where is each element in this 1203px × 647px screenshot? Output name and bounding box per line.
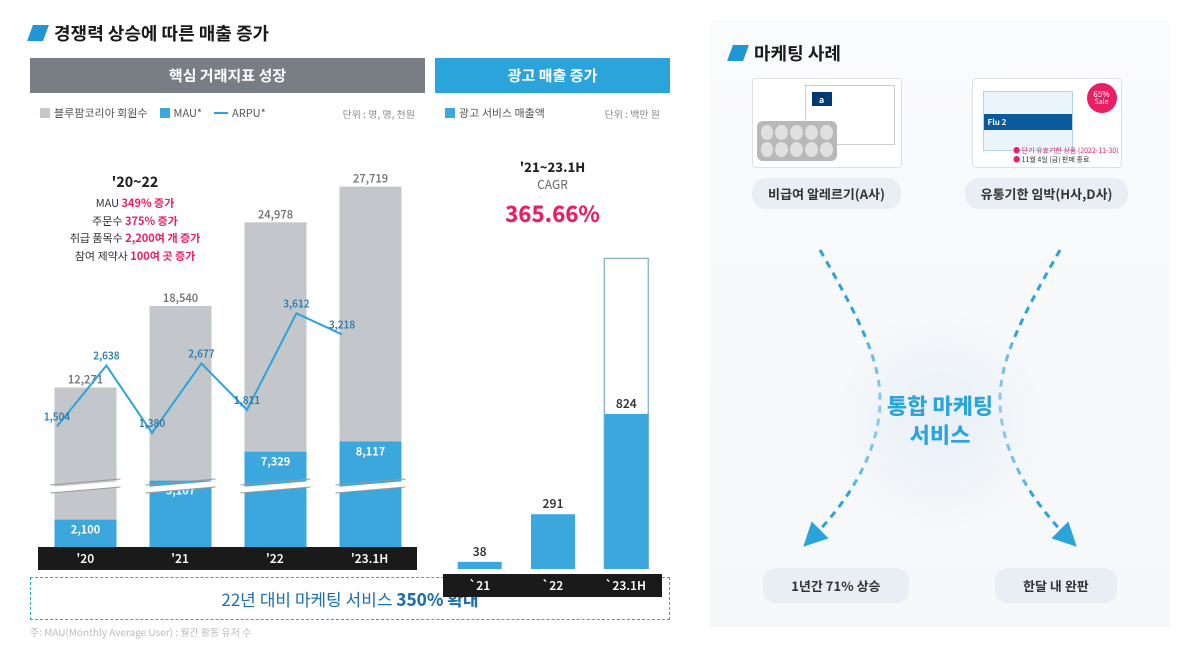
chart2-svg: 38 291 824 [443, 239, 663, 569]
svg-text:2,638: 2,638 [93, 348, 120, 363]
chart1-legend: 블루팜코리아 회원수 MAU* ARPU* 단위 : 명, 명, 천원 [38, 101, 417, 127]
chart1-callout: '20~22 MAU 349% 증가 주문수 375% 증가 취급 품목수 2,… [50, 153, 220, 283]
chart2-legend: 광고 서비스 매출액 단위 : 백만 원 [443, 101, 662, 127]
svg-text:2,677: 2,677 [188, 345, 215, 360]
left-section-title: 경쟁력 상승에 따른 매출 증가 [30, 20, 670, 46]
left-title-text: 경쟁력 상승에 따른 매출 증가 [54, 20, 269, 46]
title-marker-icon [727, 45, 749, 61]
chart2-card: 광고 매출 증가 광고 서비스 매출액 단위 : 백만 원 '21~23.1H … [435, 58, 670, 573]
xaxis-label: '20 [38, 547, 133, 570]
chart2-callout: '21~23.1H CAGR 365.66% [443, 157, 662, 229]
svg-text:24,978: 24,978 [258, 206, 293, 222]
flu-brand-icon: Flu 2 [984, 114, 1072, 130]
svg-text:3,612: 3,612 [283, 295, 310, 310]
footnote: 주: MAU(Monthly Average User) : 월간 활동 유저 … [30, 624, 670, 639]
svg-text:1,380: 1,380 [139, 415, 166, 430]
svg-text:291: 291 [543, 495, 564, 512]
right-title-text: 마케팅 사례 [754, 40, 841, 66]
xaxis-label: '21 [133, 547, 228, 570]
right-section-title: 마케팅 사례 [730, 40, 1150, 66]
xaxis-label: '23.1H [322, 547, 417, 570]
product-b: Flu 2 65% Sale ● 단기 유효기한 상품 (2022-11-30)… [965, 78, 1129, 209]
chart1-body: 블루팜코리아 회원수 MAU* ARPU* 단위 : 명, 명, 천원 [30, 93, 425, 573]
product-a-label: 비급여 알레르기(A사) [752, 178, 901, 209]
products-row: a 비급여 알레르기(A사) Flu 2 65% Sale ● 단기 유효기한 … [730, 78, 1150, 209]
legend-series-a: 블루팜코리아 회원수 [40, 105, 148, 121]
legend-line-icon [214, 112, 228, 114]
svg-text:3,218: 3,218 [329, 316, 356, 331]
blister-pack-icon [757, 121, 837, 161]
product-a: a 비급여 알레르기(A사) [752, 78, 902, 209]
charts-row: 핵심 거래지표 성장 블루팜코리아 회원수 MAU* [30, 58, 670, 573]
legend-series: 광고 서비스 매출액 [445, 105, 545, 121]
svg-text:1,504: 1,504 [44, 408, 71, 423]
chart2-unit: 단위 : 백만 원 [605, 106, 661, 121]
xaxis-label: '22 [228, 547, 323, 570]
center-service-circle: 통합 마케팅 서비스 [830, 310, 1050, 530]
chart2-body: 광고 서비스 매출액 단위 : 백만 원 '21~23.1H CAGR 365.… [435, 93, 670, 573]
right-panel: 마케팅 사례 a 비급여 알레르기(A사) Flu 2 65% Sale [710, 20, 1170, 627]
legend-series-c: ARPU* [214, 105, 266, 121]
product-a-image: a [752, 78, 902, 168]
chart1-card: 핵심 거래지표 성장 블루팜코리아 회원수 MAU* [30, 58, 425, 573]
result-a: 1년간 71% 상승 [763, 568, 908, 603]
left-panel: 경쟁력 상승에 따른 매출 증가 핵심 거래지표 성장 블루팜코리아 회원수 M… [30, 20, 670, 627]
title-marker-icon [27, 25, 49, 41]
xaxis-label: `23.1H [589, 574, 662, 597]
result-b: 한달 내 완판 [995, 568, 1117, 603]
svg-text:7,329: 7,329 [261, 454, 291, 470]
svg-text:824: 824 [616, 395, 637, 412]
legend-swatch-icon [160, 108, 170, 118]
abbott-logo-icon: a [812, 92, 832, 106]
product-b-image: Flu 2 65% Sale ● 단기 유효기한 상품 (2022-11-30)… [972, 78, 1122, 168]
xaxis-label: `21 [443, 574, 516, 597]
results-row: 1년간 71% 상승 한달 내 완판 [730, 568, 1150, 603]
chart2-xaxis: `21`22`23.1H [443, 574, 662, 597]
svg-text:12,271: 12,271 [68, 371, 103, 387]
legend-swatch-icon [40, 108, 50, 118]
svg-text:8,117: 8,117 [356, 443, 386, 459]
xaxis-label: `22 [516, 574, 589, 597]
chart2-title: 광고 매출 증가 [435, 58, 670, 93]
svg-text:38: 38 [473, 543, 487, 560]
chart1-unit: 단위 : 명, 명, 천원 [343, 106, 416, 121]
svg-text:2,100: 2,100 [71, 522, 101, 538]
chart1-xaxis: '20'21'22'23.1H [38, 547, 417, 570]
legend-series-b: MAU* [160, 105, 202, 121]
svg-text:27,719: 27,719 [353, 171, 388, 187]
product-b-notes: ● 단기 유효기한 상품 (2022-11-30) ● 11월 4일 (금) 판… [1013, 147, 1118, 165]
chart1-title: 핵심 거래지표 성장 [30, 58, 425, 93]
legend-swatch-icon [445, 108, 455, 118]
product-b-label: 유통기한 임박(H사,D사) [965, 178, 1129, 209]
sale-badge-icon: 65% Sale [1087, 83, 1117, 113]
svg-text:18,540: 18,540 [163, 290, 198, 306]
svg-text:1,811: 1,811 [234, 392, 261, 407]
